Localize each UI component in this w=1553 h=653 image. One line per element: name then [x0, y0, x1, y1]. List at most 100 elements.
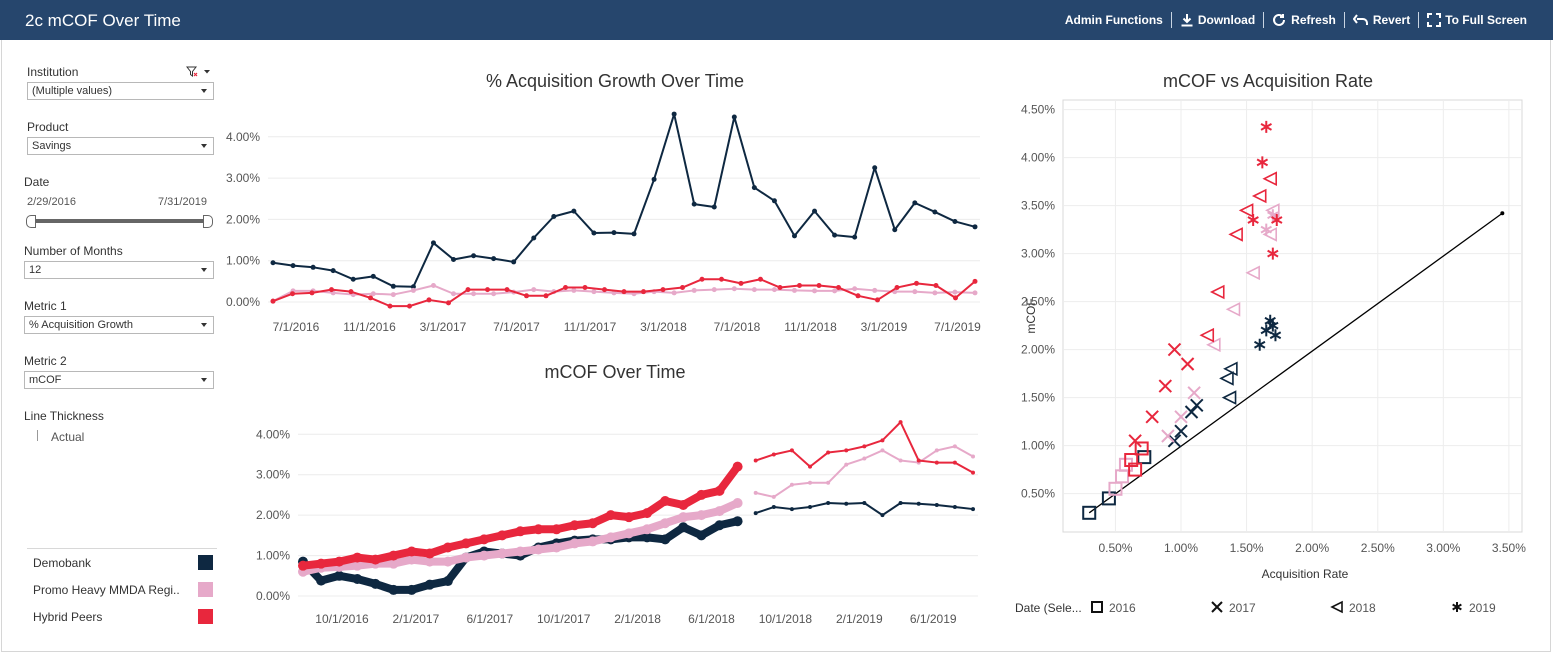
date-slider-start-handle[interactable]	[26, 215, 36, 228]
scatter-point-square	[1091, 601, 1103, 613]
legend-swatch	[198, 555, 213, 570]
download-button[interactable]: Download	[1172, 13, 1263, 27]
scatter-point-asterisk	[1269, 329, 1282, 342]
scatter-x-tick: 0.50%	[1098, 541, 1132, 555]
mcof-point	[898, 458, 903, 463]
months-dropdown[interactable]: 12	[24, 261, 214, 279]
mcof-point	[826, 501, 831, 505]
legend-label: Demobank	[33, 556, 92, 570]
acq-growth-point	[872, 287, 878, 293]
acq-growth-point	[543, 293, 549, 299]
mcof-point	[551, 524, 562, 535]
acq-growth-point	[738, 280, 744, 286]
mcof-point	[678, 512, 689, 523]
filter-clear-icon[interactable]	[186, 66, 212, 78]
acq-growth-y-tick: 1.00%	[226, 254, 260, 268]
mcof-point	[660, 495, 671, 506]
acq-growth-point	[797, 282, 802, 288]
legend-item-promo-heavy[interactable]: Promo Heavy MMDA Regi..	[27, 577, 217, 603]
acq-growth-point	[471, 253, 477, 259]
mcof-point	[406, 554, 417, 565]
shape-legend-item[interactable]: 2017	[1211, 601, 1256, 615]
acq-growth-point	[872, 165, 878, 171]
mcof-point	[714, 520, 725, 531]
acq-growth-point	[671, 290, 677, 296]
acq-growth-point	[309, 290, 315, 296]
admin-functions-button[interactable]: Admin Functions	[1057, 13, 1171, 27]
shape-legend-item[interactable]: 2019	[1452, 601, 1496, 615]
mcof-y-tick: 0.00%	[256, 589, 290, 603]
acq-growth-point	[524, 293, 529, 299]
mcof-point	[971, 454, 975, 459]
acq-growth-point	[894, 285, 900, 291]
scatter-x-tick: 2.50%	[1361, 541, 1395, 555]
mcof-point	[880, 513, 885, 518]
chevron-down-icon	[201, 144, 207, 148]
acq-growth-point	[972, 224, 978, 230]
acq-growth-chart: % Acquisition Growth Over Time 0.00% 1.00%…	[226, 71, 981, 334]
scatter-point-asterisk	[1452, 602, 1462, 612]
legend-item-hybrid-peers[interactable]: Hybrid Peers	[27, 604, 217, 630]
institution-dropdown[interactable]: (Multiple values)	[27, 82, 214, 100]
mcof-point	[696, 530, 707, 541]
acq-growth-point	[329, 287, 334, 293]
mcof-point	[971, 470, 975, 475]
mcof-point	[424, 548, 435, 559]
mcof-point	[406, 584, 417, 595]
mcof-point	[678, 522, 689, 533]
scatter-point-asterisk	[1247, 214, 1259, 226]
scatter-point-x	[1174, 410, 1188, 424]
full-screen-button[interactable]: To Full Screen	[1419, 13, 1535, 27]
mcof-point	[497, 530, 508, 541]
scatter-y-label: mCOF	[1024, 298, 1038, 333]
toolbar-actions: Admin Functions Download Refresh Revert …	[1057, 12, 1535, 28]
scatter-point-x	[1158, 379, 1172, 393]
product-dropdown[interactable]: Savings	[27, 137, 214, 155]
mcof-point	[497, 548, 508, 559]
acq-growth-point	[611, 230, 617, 236]
mcof-point	[605, 532, 616, 543]
scatter-chart: mCOF vs Acquisition Rate 0.50% 1.00% 1.50% 2…	[1021, 71, 1526, 581]
date-slider-end-handle[interactable]	[203, 215, 213, 228]
institution-label: Institution	[27, 65, 79, 79]
legend-item-demobank[interactable]: Demobank	[27, 550, 217, 576]
mcof-point	[678, 500, 689, 511]
acq-growth-point	[691, 201, 697, 207]
mcof-point	[605, 510, 616, 521]
scatter-point-square	[1124, 453, 1139, 467]
acq-growth-point	[731, 286, 737, 292]
shape-legend-item[interactable]: 2016	[1091, 601, 1136, 615]
revert-button[interactable]: Revert	[1345, 13, 1418, 27]
acq-growth-point	[914, 280, 919, 286]
acq-growth-point	[591, 230, 597, 236]
acq-growth-y-tick: 0.00%	[226, 295, 260, 309]
acq-growth-point	[758, 276, 763, 282]
mcof-point	[298, 560, 308, 571]
acq-growth-point	[912, 200, 918, 206]
metric1-label: Metric 1	[24, 299, 67, 313]
acq-growth-point	[731, 114, 737, 120]
acq-growth-point	[836, 285, 841, 291]
scatter-point-square	[1082, 505, 1097, 520]
mcof-point	[316, 575, 327, 586]
acq-growth-point	[892, 227, 898, 233]
acq-growth-point	[582, 285, 588, 291]
refresh-button[interactable]: Refresh	[1264, 13, 1344, 27]
months-value: 12	[29, 264, 42, 276]
thickness-label: Line Thickness	[24, 409, 104, 423]
date-slider-track[interactable]	[32, 219, 208, 223]
scatter-point-asterisk	[1253, 338, 1266, 351]
shape-legend-item[interactable]: 2018	[1330, 600, 1376, 615]
mcof-y-tick: 4.00%	[256, 427, 290, 441]
mcof-point	[623, 512, 634, 523]
scatter-x-tick: 3.00%	[1426, 541, 1460, 555]
acq-growth-point	[310, 264, 316, 270]
shape-legend-label: 2019	[1469, 601, 1496, 615]
mcof-point	[789, 507, 794, 512]
metric2-dropdown[interactable]: mCOF	[24, 371, 214, 389]
acq-growth-x-tick: 11/1/2018	[784, 320, 837, 334]
acq-growth-point	[719, 276, 724, 282]
metric1-dropdown[interactable]: % Acquisition Growth	[24, 316, 214, 334]
acq-growth-point	[410, 287, 416, 293]
scatter-y-tick: 0.50%	[1021, 487, 1055, 501]
